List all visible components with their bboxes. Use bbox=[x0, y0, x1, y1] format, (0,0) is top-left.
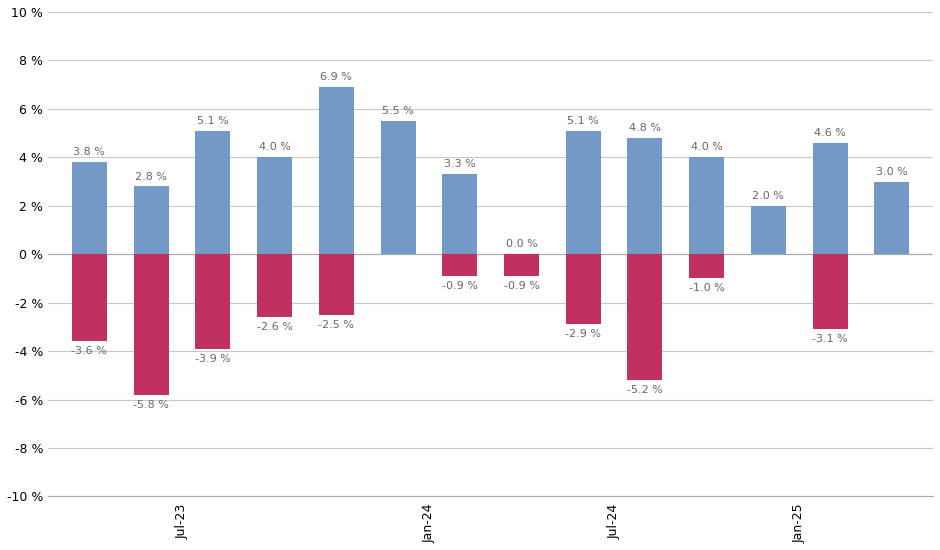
Bar bbox=[196, 131, 230, 254]
Text: 0.0 %: 0.0 % bbox=[506, 239, 538, 249]
Bar bbox=[71, 162, 107, 254]
Bar bbox=[689, 157, 724, 254]
Text: -2.9 %: -2.9 % bbox=[565, 329, 602, 339]
Bar bbox=[71, 254, 107, 342]
Text: 6.9 %: 6.9 % bbox=[321, 72, 352, 82]
Text: 3.3 %: 3.3 % bbox=[444, 160, 476, 169]
Bar bbox=[319, 254, 353, 315]
Text: 4.6 %: 4.6 % bbox=[814, 128, 846, 138]
Text: -3.6 %: -3.6 % bbox=[71, 346, 107, 356]
Text: 3.0 %: 3.0 % bbox=[876, 167, 908, 177]
Text: -3.9 %: -3.9 % bbox=[195, 354, 230, 364]
Text: -1.0 %: -1.0 % bbox=[689, 283, 725, 293]
Text: 2.8 %: 2.8 % bbox=[135, 172, 167, 182]
Bar bbox=[381, 121, 415, 254]
Text: 2.0 %: 2.0 % bbox=[753, 191, 784, 201]
Text: -0.9 %: -0.9 % bbox=[442, 281, 478, 291]
Bar bbox=[628, 254, 663, 380]
Bar bbox=[442, 174, 478, 254]
Bar bbox=[628, 138, 663, 254]
Text: 5.1 %: 5.1 % bbox=[568, 116, 599, 126]
Text: 4.0 %: 4.0 % bbox=[258, 142, 290, 152]
Bar bbox=[196, 254, 230, 349]
Text: 4.8 %: 4.8 % bbox=[629, 123, 661, 133]
Bar bbox=[133, 186, 168, 254]
Bar bbox=[751, 206, 786, 254]
Text: 3.8 %: 3.8 % bbox=[73, 147, 105, 157]
Text: 5.5 %: 5.5 % bbox=[383, 106, 414, 116]
Text: -3.1 %: -3.1 % bbox=[812, 334, 848, 344]
Bar bbox=[689, 254, 724, 278]
Text: -2.5 %: -2.5 % bbox=[319, 320, 354, 329]
Bar bbox=[442, 254, 478, 276]
Bar bbox=[566, 131, 601, 254]
Bar bbox=[319, 87, 353, 254]
Bar bbox=[874, 182, 909, 254]
Text: -2.6 %: -2.6 % bbox=[257, 322, 292, 332]
Text: -5.8 %: -5.8 % bbox=[133, 400, 169, 410]
Bar bbox=[813, 143, 848, 254]
Bar bbox=[257, 254, 292, 317]
Text: 5.1 %: 5.1 % bbox=[197, 116, 228, 126]
Text: 4.0 %: 4.0 % bbox=[691, 142, 723, 152]
Bar bbox=[566, 254, 601, 324]
Text: -5.2 %: -5.2 % bbox=[627, 385, 663, 395]
Bar bbox=[257, 157, 292, 254]
Bar bbox=[133, 254, 168, 395]
Text: -0.9 %: -0.9 % bbox=[504, 281, 540, 291]
Bar bbox=[504, 254, 539, 276]
Bar bbox=[813, 254, 848, 329]
